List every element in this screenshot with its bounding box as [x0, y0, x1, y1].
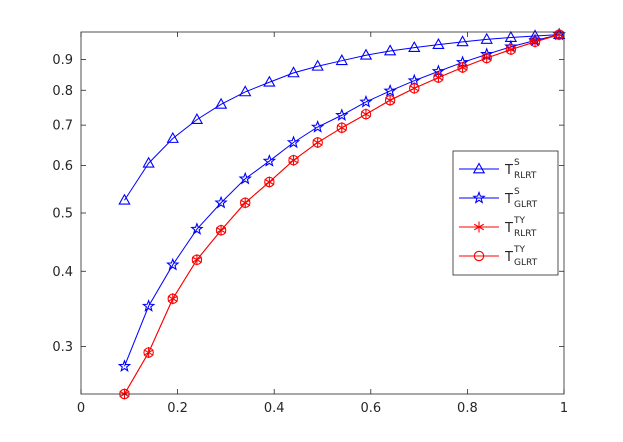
data-point [359, 48, 373, 60]
x-tick-label: 0.4 [264, 401, 285, 416]
series-line [124, 34, 560, 201]
legend-label: T [504, 250, 513, 265]
y-tick-label: 0.8 [52, 84, 73, 99]
x-tick-label: 0.8 [457, 401, 478, 416]
data-point [214, 195, 228, 209]
data-point [335, 54, 348, 66]
data-point [166, 131, 179, 143]
data-point [263, 75, 276, 87]
data-point [433, 72, 444, 83]
legend-superscript: TY [513, 216, 525, 226]
y-tick-label: 0.6 [52, 159, 73, 174]
data-point [480, 32, 493, 44]
x-tick-label: 1 [560, 401, 568, 416]
data-point [432, 37, 445, 49]
legend-entry: T S GLRT [459, 187, 538, 210]
data-point [408, 40, 421, 53]
x-tick-label: 0.2 [167, 401, 188, 416]
data-point [383, 83, 397, 97]
data-point [287, 66, 300, 78]
data-point [505, 44, 517, 55]
y-tick-label: 0.3 [52, 340, 73, 355]
series-layer [117, 27, 566, 400]
legend-entry: T S RLRT [459, 158, 537, 181]
legend-entry: T TY RLRT [459, 216, 537, 239]
legend-label: T [504, 221, 513, 236]
series-s-rlrt [118, 27, 566, 205]
data-point [336, 122, 348, 133]
data-point [311, 59, 324, 71]
data-point [409, 83, 420, 94]
data-point [190, 222, 204, 235]
y-tick-label: 0.9 [52, 53, 73, 68]
data-point [481, 52, 492, 64]
legend-label: T [504, 192, 513, 207]
axes-layer: 0 0.2 0.4 0.6 0.8 1 0.3 0.4 0.5 0.6 0.7 0.8 0.9 [52, 31, 568, 416]
x-tick-label: 0 [77, 401, 85, 416]
data-point [264, 176, 275, 188]
data-point [143, 347, 154, 358]
data-point [310, 119, 325, 133]
legend-superscript: TY [513, 245, 525, 255]
legend-box [452, 150, 559, 276]
legend-subscript: GLRT [514, 200, 538, 210]
data-point [118, 193, 131, 205]
legend-entry: T TY GLRT [459, 245, 538, 268]
data-point [117, 359, 132, 372]
data-point [383, 44, 397, 56]
y-tick-label: 0.5 [52, 207, 73, 222]
data-point [166, 257, 180, 271]
legend-subscript: RLRT [514, 229, 537, 239]
data-point [288, 154, 299, 166]
data-point [239, 85, 252, 97]
data-point [384, 95, 396, 106]
data-point [286, 135, 301, 149]
legend-marker [473, 250, 485, 262]
data-point [167, 293, 178, 305]
legend-subscript: GLRT [514, 258, 538, 268]
legend-marker [472, 190, 486, 204]
y-tick-label: 0.4 [52, 265, 73, 280]
data-point [359, 94, 373, 108]
legend-marker [473, 221, 485, 233]
data-point [457, 62, 468, 73]
data-point [238, 171, 252, 185]
data-point [214, 97, 228, 109]
data-point [456, 35, 469, 47]
data-point [191, 254, 203, 265]
data-point [215, 225, 227, 236]
data-point [190, 112, 204, 125]
legend-superscript: S [514, 158, 520, 168]
legend-subscript: RLRT [514, 171, 537, 181]
data-point [360, 108, 372, 120]
data-point [141, 299, 156, 312]
data-point [142, 156, 155, 168]
data-point [529, 36, 541, 48]
legend-label: T [504, 163, 513, 178]
data-point [239, 197, 251, 208]
data-point [262, 153, 277, 167]
legend-superscript: S [514, 187, 520, 197]
data-point [335, 108, 349, 121]
data-point [312, 137, 323, 148]
series-ty-glrt [119, 29, 565, 400]
y-tick-label: 0.7 [52, 119, 73, 134]
series-line [124, 34, 560, 395]
x-tick-label: 0.6 [360, 401, 381, 416]
legend-marker [472, 162, 486, 174]
